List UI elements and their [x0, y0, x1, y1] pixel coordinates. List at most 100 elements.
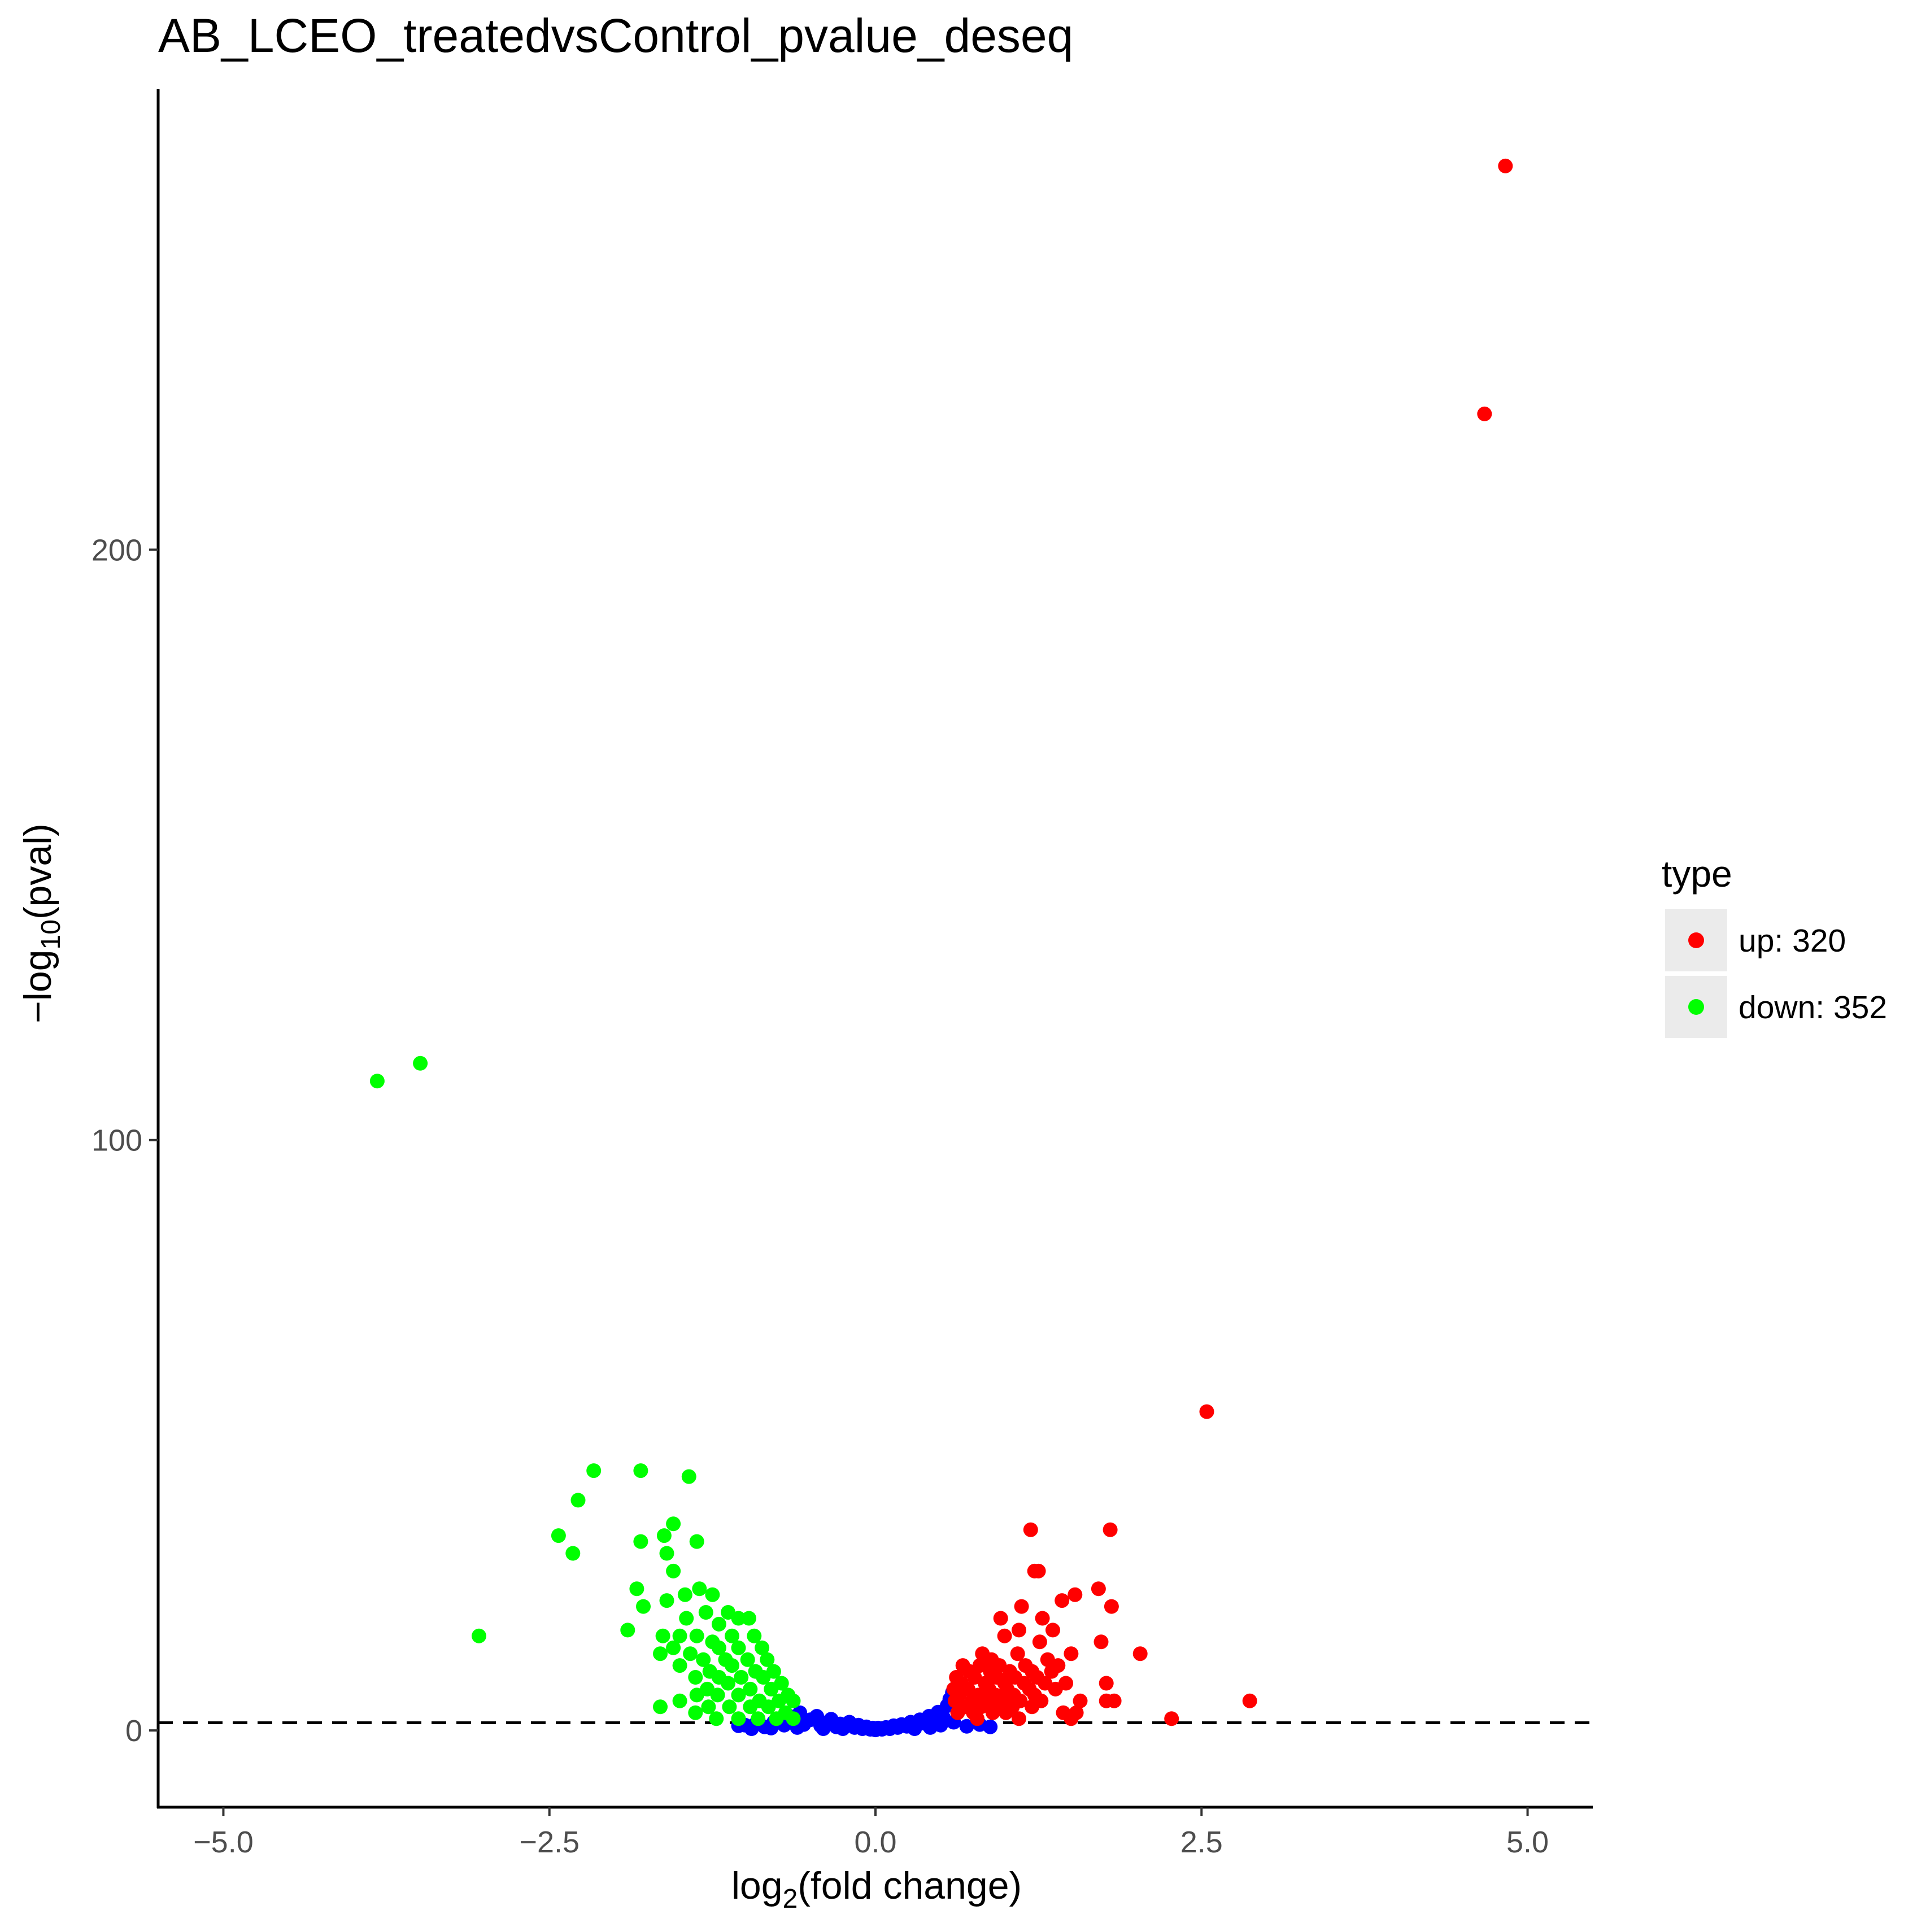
- x-tick-label: −2.5: [519, 1825, 580, 1859]
- data-point: [1106, 1693, 1122, 1708]
- data-point: [1199, 1404, 1214, 1419]
- x-axis-title-subscript: 2: [783, 1884, 798, 1914]
- data-point: [742, 1611, 756, 1626]
- data-point: [970, 1711, 985, 1726]
- x-tick-label: 5.0: [1506, 1825, 1549, 1859]
- data-point: [629, 1581, 644, 1597]
- data-point: [764, 1681, 779, 1697]
- data-point: [907, 1721, 922, 1736]
- data-point: [677, 1587, 692, 1602]
- data-point: [725, 1658, 739, 1673]
- data-point: [666, 1516, 681, 1532]
- data-point: [786, 1693, 801, 1708]
- data-point: [1093, 1634, 1109, 1650]
- data-point: [1073, 1693, 1088, 1708]
- plot-area: [158, 158, 1593, 1738]
- data-point: [721, 1676, 736, 1691]
- data-point: [551, 1528, 566, 1543]
- y-axis-title: −log10(pval): [16, 823, 66, 1023]
- data-point: [983, 1719, 998, 1734]
- data-point: [672, 1628, 687, 1643]
- data-point: [655, 1628, 670, 1643]
- data-point: [1164, 1711, 1179, 1726]
- data-point: [1064, 1711, 1079, 1726]
- x-axis-title: log2(fold change): [731, 1864, 1022, 1914]
- legend: type up: 320 down: 352: [1662, 853, 1887, 1038]
- data-point: [751, 1711, 766, 1726]
- data-point: [959, 1719, 974, 1734]
- data-point: [586, 1463, 602, 1479]
- data-point: [760, 1652, 775, 1667]
- data-point: [761, 1699, 776, 1715]
- data-point: [656, 1528, 672, 1543]
- legend-marker: [1688, 932, 1704, 948]
- data-point: [722, 1699, 737, 1715]
- data-point: [689, 1534, 704, 1549]
- legend-label: up: 320: [1739, 923, 1846, 959]
- data-point: [565, 1546, 581, 1561]
- data-point: [950, 1705, 965, 1720]
- data-point: [636, 1599, 651, 1614]
- data-point: [692, 1581, 707, 1597]
- y-axis-title-suffix: (pval): [16, 823, 59, 919]
- data-point: [1044, 1664, 1059, 1679]
- data-point: [679, 1611, 694, 1626]
- data-point: [711, 1616, 726, 1632]
- data-point: [683, 1646, 698, 1661]
- data-point: [725, 1628, 739, 1643]
- data-point: [985, 1705, 1000, 1720]
- chart-title: AB_LCEO_treatedvsControl_pvalue_deseq: [158, 9, 1073, 62]
- data-point: [369, 1074, 385, 1089]
- data-point: [688, 1705, 703, 1720]
- data-point: [1242, 1693, 1257, 1708]
- data-point: [786, 1711, 801, 1726]
- data-point: [659, 1593, 674, 1608]
- y-tick-label: 200: [92, 533, 142, 567]
- data-point: [681, 1469, 696, 1484]
- data-point: [769, 1711, 784, 1726]
- data-point: [1025, 1699, 1040, 1715]
- data-point: [688, 1670, 703, 1685]
- data-point: [1103, 1522, 1118, 1537]
- data-point: [1010, 1646, 1025, 1661]
- x-axis-title-suffix: (fold change): [798, 1864, 1022, 1907]
- data-point: [747, 1628, 762, 1643]
- data-point: [743, 1699, 758, 1715]
- data-point: [1477, 406, 1492, 421]
- data-point: [1035, 1611, 1050, 1626]
- data-point: [1045, 1623, 1060, 1638]
- data-point: [472, 1628, 486, 1643]
- data-point: [731, 1711, 746, 1726]
- x-tick-label: −5.0: [193, 1825, 254, 1859]
- data-point: [570, 1493, 586, 1508]
- data-point: [731, 1687, 746, 1703]
- data-point: [653, 1699, 668, 1715]
- y-axis-title-prefix: −log: [16, 949, 59, 1023]
- legend-title: type: [1662, 853, 1732, 895]
- data-point: [755, 1640, 770, 1655]
- data-point: [1023, 1522, 1038, 1537]
- data-point: [1012, 1623, 1026, 1638]
- data-point: [689, 1628, 704, 1643]
- data-point: [413, 1056, 428, 1071]
- data-point: [1068, 1587, 1083, 1602]
- data-point: [653, 1646, 668, 1661]
- data-point: [731, 1640, 746, 1655]
- data-point: [689, 1687, 704, 1703]
- data-point: [1014, 1599, 1029, 1614]
- y-tick-label: 100: [92, 1124, 142, 1158]
- data-point: [672, 1693, 687, 1708]
- data-point: [997, 1628, 1012, 1643]
- x-axis-title-prefix: log: [731, 1864, 783, 1907]
- data-point: [633, 1534, 648, 1549]
- data-point: [666, 1563, 681, 1578]
- data-point: [696, 1652, 711, 1667]
- data-point: [1012, 1711, 1026, 1726]
- data-point: [698, 1605, 713, 1620]
- data-point: [756, 1670, 771, 1685]
- data-point: [1132, 1646, 1148, 1661]
- data-point: [816, 1721, 831, 1736]
- x-axis-ticks: −5.0 −2.5 0.0 2.5 5.0: [193, 1807, 1549, 1859]
- data-point: [1064, 1646, 1079, 1661]
